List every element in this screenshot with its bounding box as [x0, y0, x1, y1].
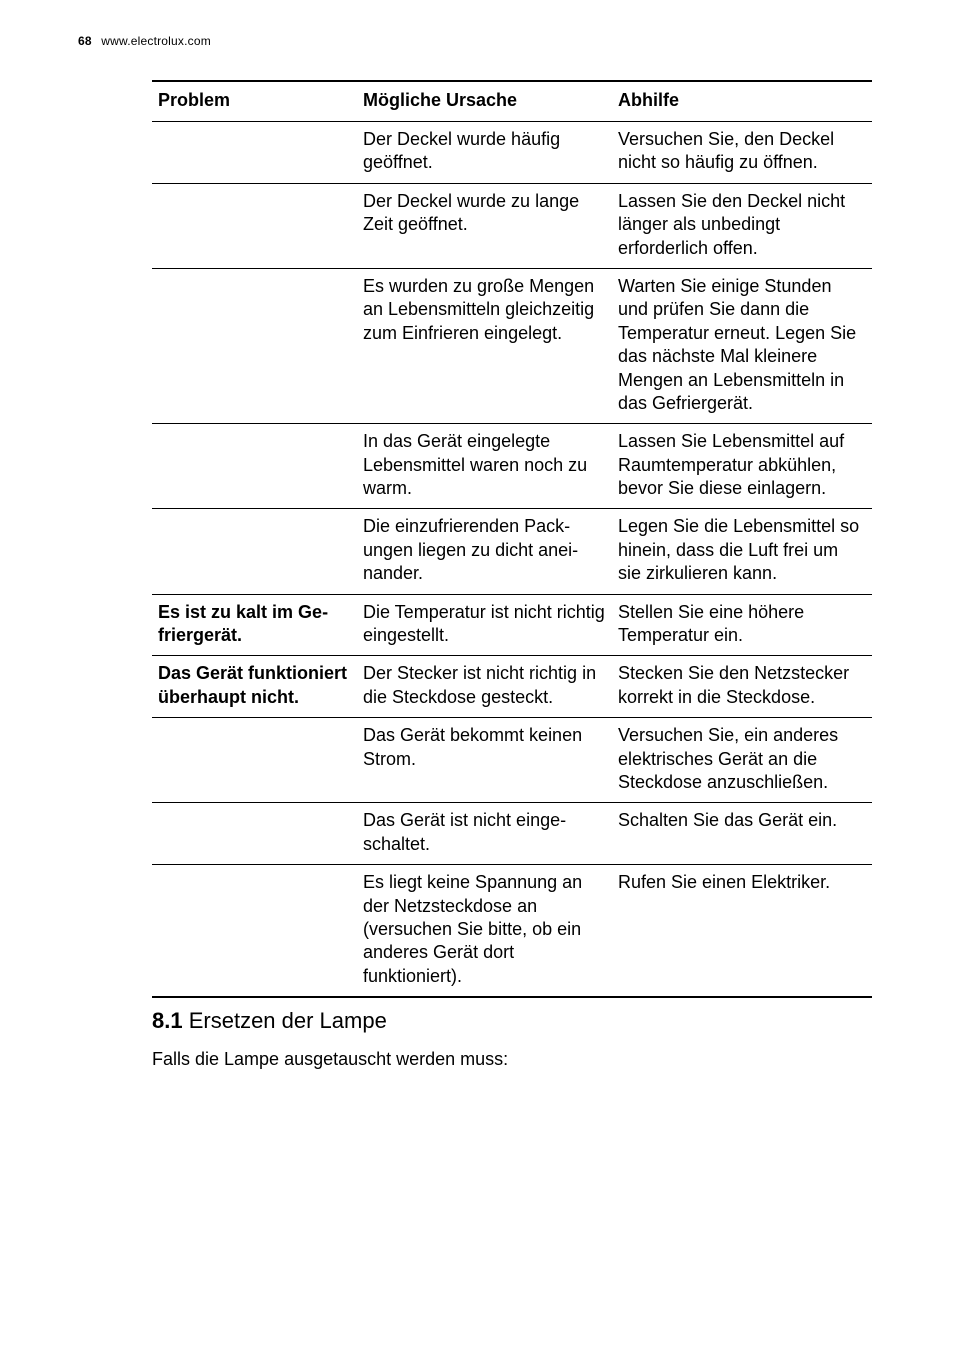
cell-remedy: Versuchen Sie, den Deckel nicht so häufi…	[612, 122, 872, 184]
cell-remedy: Rufen Sie einen Elektriker.	[612, 865, 872, 997]
cell-problem	[152, 803, 357, 865]
table-row: Der Deckel wurde häufig geöffnet. Versuc…	[152, 122, 872, 184]
cell-cause: Die Temperatur ist nicht richtig eingest…	[357, 594, 612, 656]
table-row: Der Deckel wurde zu lange Zeit geöffnet.…	[152, 183, 872, 268]
cell-cause: In das Gerät eingelegte Lebensmittel war…	[357, 424, 612, 509]
cell-cause: Der Stecker ist nicht richtig in die Ste…	[357, 656, 612, 718]
cell-cause: Die einzufrierenden Pack­ungen liegen zu…	[357, 509, 612, 594]
cell-problem	[152, 122, 357, 184]
section-number: 8.1	[152, 1008, 183, 1033]
cell-cause: Das Gerät ist nicht einge­schaltet.	[357, 803, 612, 865]
table-row: Das Gerät funktio­niert überhaupt nicht.…	[152, 656, 872, 718]
table-row: Es ist zu kalt im Ge­friergerät. Die Tem…	[152, 594, 872, 656]
cell-problem	[152, 424, 357, 509]
cell-cause: Es wurden zu große Men­gen an Lebensmitt…	[357, 268, 612, 423]
cell-remedy: Lassen Sie den Deckel nicht länger als u…	[612, 183, 872, 268]
table-row: Es liegt keine Spannung an der Netzsteck…	[152, 865, 872, 997]
table-row: Es wurden zu große Men­gen an Lebensmitt…	[152, 268, 872, 423]
table-row: Die einzufrierenden Pack­ungen liegen zu…	[152, 509, 872, 594]
running-header: 68 www.electrolux.com	[78, 34, 876, 48]
page: 68 www.electrolux.com Problem Mögliche U…	[0, 0, 954, 1352]
cell-remedy: Stecken Sie den Netzste­cker korrekt in …	[612, 656, 872, 718]
cell-problem: Es ist zu kalt im Ge­friergerät.	[152, 594, 357, 656]
troubleshooting-table-wrap: Problem Mögliche Ursache Abhilfe Der Dec…	[152, 80, 872, 998]
cell-remedy: Schalten Sie das Gerät ein.	[612, 803, 872, 865]
cell-cause: Das Gerät bekommt kei­nen Strom.	[357, 718, 612, 803]
table-row: In das Gerät eingelegte Lebensmittel war…	[152, 424, 872, 509]
table-header-row: Problem Mögliche Ursache Abhilfe	[152, 81, 872, 122]
section-heading: 8.1 Ersetzen der Lampe	[152, 1008, 876, 1034]
cell-cause: Der Deckel wurde häufig geöffnet.	[357, 122, 612, 184]
cell-remedy: Stellen Sie eine höhere Temperatur ein.	[612, 594, 872, 656]
col-header-problem: Problem	[152, 81, 357, 122]
table-row: Das Gerät bekommt kei­nen Strom. Versuch…	[152, 718, 872, 803]
cell-cause: Es liegt keine Spannung an der Netzsteck…	[357, 865, 612, 997]
site-url: www.electrolux.com	[101, 34, 211, 48]
cell-problem	[152, 268, 357, 423]
col-header-remedy: Abhilfe	[612, 81, 872, 122]
section-paragraph: Falls die Lampe ausgetauscht werden muss…	[152, 1048, 512, 1071]
cell-problem	[152, 509, 357, 594]
cell-remedy: Legen Sie die Lebensmittel so hinein, da…	[612, 509, 872, 594]
cell-problem	[152, 718, 357, 803]
cell-cause: Der Deckel wurde zu lange Zeit geöffnet.	[357, 183, 612, 268]
page-number: 68	[78, 34, 92, 48]
cell-problem: Das Gerät funktio­niert überhaupt nicht.	[152, 656, 357, 718]
cell-remedy: Versuchen Sie, ein anderes elektrisches …	[612, 718, 872, 803]
cell-problem	[152, 183, 357, 268]
troubleshooting-table: Problem Mögliche Ursache Abhilfe Der Dec…	[152, 80, 872, 998]
section-title: Ersetzen der Lampe	[189, 1008, 387, 1033]
cell-remedy: Lassen Sie Lebensmittel auf Raumtemperat…	[612, 424, 872, 509]
col-header-cause: Mögliche Ursache	[357, 81, 612, 122]
cell-problem	[152, 865, 357, 997]
cell-remedy: Warten Sie einige Stunden und prüfen Sie…	[612, 268, 872, 423]
table-row: Das Gerät ist nicht einge­schaltet. Scha…	[152, 803, 872, 865]
